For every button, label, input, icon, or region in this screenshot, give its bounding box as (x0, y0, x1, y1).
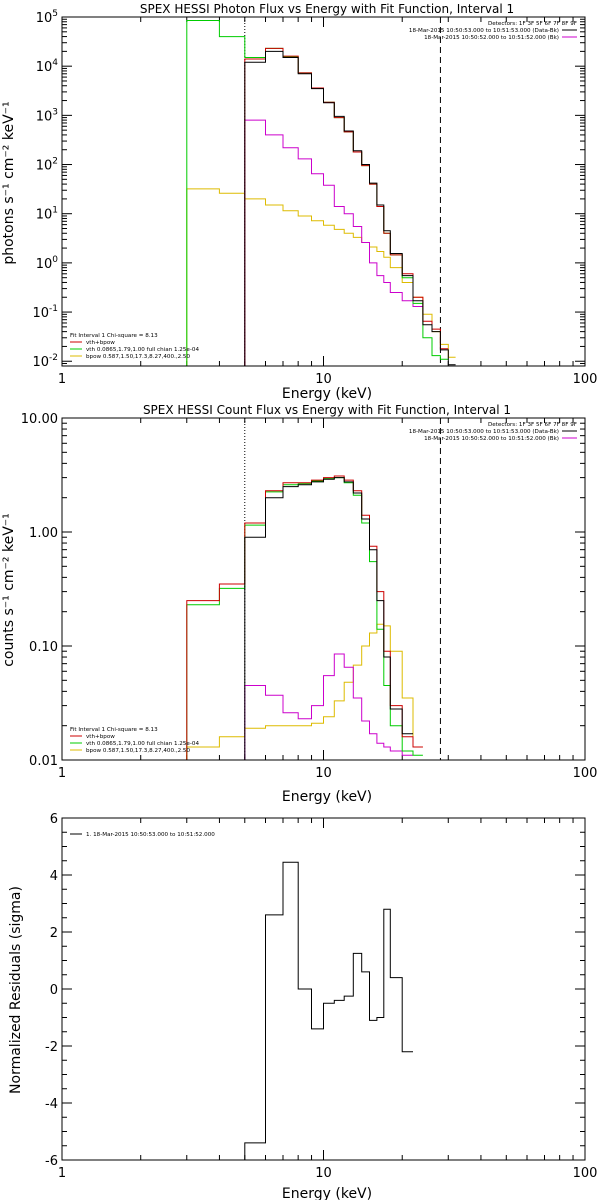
count-flux-x-tick-label: 1 (58, 766, 66, 781)
photon-flux-x-tick-label: 1 (58, 372, 66, 387)
photon-flux-title: SPEX HESSI Photon Flux vs Energy with Fi… (140, 2, 514, 16)
photon-flux-fit-interval-label: Fit Interval 1 Chi-square = 8.13 (70, 333, 158, 339)
photon-flux-panel: SPEX HESSI Photon Flux vs Energy with Fi… (1, 2, 597, 402)
count-flux-x-label: Energy (keV) (282, 789, 372, 805)
count-flux-title: SPEX HESSI Count Flux vs Energy with Fit… (143, 403, 511, 417)
photon-flux-x-label: Energy (keV) (282, 386, 372, 402)
photon-flux-frame (61, 16, 586, 367)
residuals-y-tick-label: 6 (50, 812, 58, 827)
residuals-x-tick-label: 1 (58, 1166, 66, 1181)
count-flux-legend-entry-text: vth 0.0865,1.79,1.00 full chian 1.25e-04 (86, 741, 199, 747)
photon-flux-legend-entry-text: 18-Mar-2015 10:50:53.000 to 10:51:53.000… (409, 28, 559, 34)
photon-flux-x-tick-label: 10 (315, 372, 332, 387)
count-flux-y-tick-label: 10.00 (21, 412, 58, 427)
count-flux-y-tick-label: 1.00 (29, 526, 58, 541)
residuals-y-label: Normalized Residuals (sigma) (8, 886, 24, 1094)
residuals-y-tick-label: -6 (45, 1154, 58, 1169)
count-flux-y-tick-label: 0.10 (29, 640, 58, 655)
count-flux-series-bk (244, 653, 413, 760)
residuals-legend-entry-text: 1. 18-Mar-2015 10:50:53.000 to 10:51:52.… (86, 832, 215, 838)
photon-flux-series-bk (244, 119, 423, 366)
residuals-x-tick-label: 100 (573, 1166, 598, 1181)
photon-flux-y-label: photons s⁻¹ cm⁻² keV⁻¹ (1, 101, 17, 264)
residuals-panel: Energy (keV) Normalized Residuals (sigma… (8, 812, 597, 1200)
count-flux-detectors-label: Detectors: 1F 3F 5F 6F 7F 8F 9F (488, 422, 577, 428)
residuals-x-label: Energy (keV) (282, 1186, 372, 1200)
count-flux-x-tick-label: 10 (315, 766, 332, 781)
count-flux-legend-entry-text: 18-Mar-2015 10:50:52.000 to 10:51:52.000… (424, 436, 559, 442)
photon-flux-series-data (244, 50, 456, 366)
photon-flux-legend-entry-text: bpow 0.587,1.50,17.3,8.27,400.,2.50 (86, 354, 190, 360)
count-flux-x-tick-label: 100 (573, 766, 598, 781)
count-flux-legend-entry-text: 18-Mar-2015 10:50:53.000 to 10:51:53.000… (409, 429, 559, 435)
photon-flux-plot-area: 1 10 10010-210-1100101102103104105Detector… (32, 9, 597, 387)
count-flux-series-bpow (186, 623, 423, 760)
count-flux-y-tick-label: 0.01 (29, 754, 58, 769)
photon-flux-x-tick-label: 100 (573, 372, 598, 387)
residuals-y-tick-label: 0 (50, 983, 58, 998)
residuals-frame (61, 817, 586, 1161)
count-flux-legend-entry-text: vth+bpow (86, 734, 115, 740)
residuals-plot-area: 1 10 100 -6 -4 -2 0 2 4 6 1. 18-Mar-2015 10:50:53.… (45, 812, 597, 1181)
photon-flux-detectors-label: Detectors: 1F 3F 5F 6F 7F 8F 9F (488, 21, 577, 27)
count-flux-fit-interval-label: Fit Interval 1 Chi-square = 8.13 (70, 727, 158, 733)
photon-flux-legend-entry-text: vth 0.0865,1.79,1.00 full chian 1.25e-04 (86, 347, 199, 353)
residuals-y-tick-label: -4 (45, 1097, 58, 1112)
residuals-x-tick-label: 10 (315, 1166, 332, 1181)
residuals-y-tick-label: 2 (50, 926, 58, 941)
photon-flux-legend-entry-text: vth+bpow (86, 340, 115, 346)
residuals-series-data (244, 861, 413, 1160)
residuals-y-tick-label: -2 (45, 1040, 58, 1055)
count-flux-legend-entry-text: bpow 0.587,1.50,17.3,8.27,400.,2.50 (86, 748, 190, 754)
photon-flux-legend-entry-text: 18-Mar-2015 10:50:52.000 to 10:51:52.000… (424, 35, 559, 41)
count-flux-panel: SPEX HESSI Count Flux vs Energy with Fit… (1, 403, 597, 805)
count-flux-frame (61, 417, 586, 761)
count-flux-y-label: counts s⁻¹ cm⁻² keV⁻¹ (1, 513, 17, 667)
residuals-y-tick-label: 4 (50, 869, 58, 884)
count-flux-series-data (244, 477, 413, 760)
